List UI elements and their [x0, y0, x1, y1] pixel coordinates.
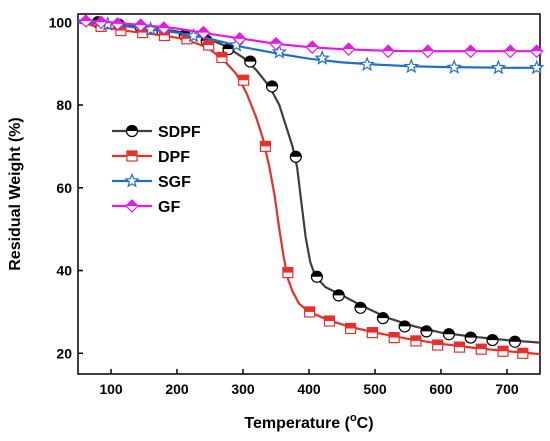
legend-item-sgf: SGF	[112, 172, 191, 191]
data-point-sgf	[528, 59, 545, 75]
data-point-sdpf	[464, 331, 477, 344]
data-point-sdpf	[265, 80, 279, 93]
data-point-dpf	[216, 51, 228, 64]
y-tick-label: 20	[56, 345, 72, 361]
data-point-gf	[156, 21, 171, 35]
data-point-sdpf	[289, 150, 302, 163]
data-point-gf	[94, 15, 108, 30]
data-point-sgf	[403, 58, 420, 74]
legend-label-sdpf: SDPF	[158, 124, 201, 141]
legend-label-sgf: SGF	[158, 174, 191, 191]
data-point-gf	[341, 42, 356, 57]
x-tick-label: 400	[297, 381, 321, 397]
data-point-gf	[133, 18, 148, 33]
data-point-dpf	[497, 345, 509, 357]
x-tick-label: 700	[495, 381, 519, 397]
legend: SDPF DPF SGF GF	[112, 124, 201, 216]
data-point-gf	[420, 44, 435, 59]
data-point-dpf	[388, 331, 400, 344]
series-line-dpf	[77, 21, 541, 356]
x-tick-label: 600	[429, 381, 453, 397]
y-tick-label: 100	[49, 14, 73, 30]
x-axis-label: Temperature (oC)	[244, 412, 373, 432]
data-point-dpf	[517, 347, 529, 359]
data-point-gf	[110, 17, 125, 31]
y-tick-label: 40	[56, 263, 72, 279]
legend-item-gf: GF	[112, 199, 180, 216]
series-line-sgf	[77, 21, 540, 69]
legend-item-dpf: DPF	[112, 149, 190, 166]
legend-marker-sgf	[124, 172, 140, 188]
data-point-sdpf	[442, 328, 456, 341]
x-axis-label-main: Temperature (	[244, 415, 350, 432]
legend-label-gf: GF	[158, 199, 180, 216]
legend-marker-dpf	[126, 150, 138, 162]
data-point-dpf	[238, 74, 250, 86]
data-point-gf	[305, 40, 320, 54]
x-axis-label-tail: C)	[357, 415, 374, 432]
x-tick-label: 500	[363, 381, 387, 397]
data-point-sgf	[314, 50, 330, 65]
data-point-sgf	[446, 59, 462, 74]
data-point-dpf	[259, 140, 272, 153]
series-line-sdpf	[77, 21, 541, 344]
data-point-dpf	[432, 339, 444, 351]
data-point-sdpf	[244, 55, 257, 68]
axis-ticks: 100 200 300 400 500 600 700 20 40 60 80 100	[49, 14, 519, 397]
legend-item-sdpf: SDPF	[112, 124, 201, 141]
series-gf	[77, 14, 544, 59]
data-point-gf	[463, 44, 478, 59]
legend-label-dpf: DPF	[158, 149, 190, 166]
data-point-gf	[232, 31, 247, 46]
data-point-sdpf	[486, 333, 499, 347]
data-point-gf	[269, 36, 283, 51]
x-tick-label: 100	[99, 381, 123, 397]
data-point-dpf	[203, 39, 215, 51]
series-sgf	[77, 16, 545, 75]
data-point-dpf	[410, 335, 422, 347]
data-point-sgf	[271, 43, 288, 59]
data-point-dpf	[366, 327, 378, 339]
series-dpf	[77, 20, 541, 359]
data-point-gf	[529, 44, 544, 59]
data-point-sgf	[490, 59, 507, 75]
x-tick-label: 300	[231, 381, 255, 397]
data-point-gf	[196, 25, 211, 40]
data-point-sdpf	[376, 312, 390, 325]
data-point-sdpf	[310, 270, 324, 283]
legend-marker-sdpf	[125, 124, 139, 138]
y-tick-label: 60	[56, 180, 72, 196]
x-axis-label-sup: o	[350, 412, 357, 424]
series-layer	[77, 14, 545, 359]
data-point-dpf	[304, 306, 316, 318]
data-point-gf	[79, 14, 93, 28]
x-tick-label: 200	[165, 381, 189, 397]
y-axis-label: Residual Weight (%)	[7, 117, 24, 271]
data-point-gf	[381, 44, 396, 59]
data-point-sdpf	[332, 289, 345, 302]
data-point-sdpf	[398, 320, 411, 333]
y-tick-label: 80	[56, 97, 72, 113]
data-point-sdpf	[354, 301, 367, 314]
data-point-dpf	[453, 341, 466, 353]
data-point-sdpf	[508, 335, 522, 348]
data-point-sgf	[359, 56, 375, 72]
data-point-dpf	[323, 315, 336, 327]
data-point-dpf	[282, 267, 294, 279]
data-point-dpf	[475, 343, 487, 355]
data-point-gf	[503, 44, 518, 59]
legend-marker-gf	[125, 199, 139, 213]
data-point-sdpf	[420, 325, 433, 338]
data-point-dpf	[344, 322, 357, 335]
